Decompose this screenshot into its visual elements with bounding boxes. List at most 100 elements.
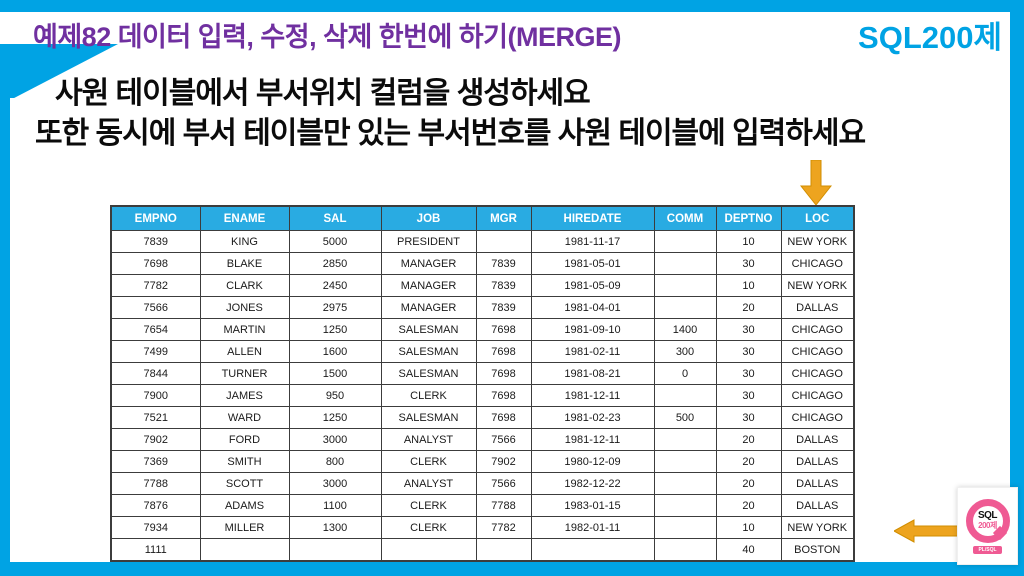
cell-deptno: 10 xyxy=(715,274,782,297)
cell-hiredate: 1981-09-10 xyxy=(530,318,655,341)
cell-empno: 7698 xyxy=(110,252,201,275)
cell-comm: 500 xyxy=(653,406,717,429)
cell-loc: NEW YORK xyxy=(780,516,855,539)
cell-loc: CHICAGO xyxy=(780,384,855,407)
cell-loc: NEW YORK xyxy=(780,274,855,297)
left-arrow-icon xyxy=(894,519,962,543)
cell-sal: 5000 xyxy=(288,230,382,253)
cell-sal: 1250 xyxy=(288,406,382,429)
brand-logo-text: SQL200제 xyxy=(858,20,1002,55)
cell-comm xyxy=(653,428,717,451)
cell-job: CLERK xyxy=(380,384,477,407)
cell-sal: 2450 xyxy=(288,274,382,297)
instruction-line-2: 또한 동시에 부서 테이블만 있는 부서번호를 사원 테이블에 입력하세요 xyxy=(35,117,866,150)
cell-hiredate: 1981-05-09 xyxy=(530,274,655,297)
cell-mgr: 7902 xyxy=(475,450,532,473)
cell-job xyxy=(380,538,477,562)
table-row: 7369 SMITH 800 CLERK 7902 1980-12-09 20 DALLAS xyxy=(110,450,855,473)
cell-comm xyxy=(653,538,717,562)
cell-hiredate: 1981-08-21 xyxy=(530,362,655,385)
cell-sal: 2975 xyxy=(288,296,382,319)
column-header-comm: COMM xyxy=(653,205,717,231)
cell-loc: DALLAS xyxy=(780,428,855,451)
cell-sal: 1250 xyxy=(288,318,382,341)
cell-comm xyxy=(653,274,717,297)
cell-ename: WARD xyxy=(199,406,290,429)
table-row: 7782 CLARK 2450 MANAGER 7839 1981-05-09 10 NEW … xyxy=(110,274,855,297)
table-row: 7876 ADAMS 1100 CLERK 7788 1983-01-15 20 DALLAS xyxy=(110,494,855,517)
cell-deptno: 30 xyxy=(715,362,782,385)
cell-job: SALESMAN xyxy=(380,362,477,385)
cell-job: CLERK xyxy=(380,450,477,473)
cell-sal: 950 xyxy=(288,384,382,407)
table-row: 7844 TURNER 1500 SALESMAN 7698 1981-08-21 0 30 C… xyxy=(110,362,855,385)
cell-mgr: 7566 xyxy=(475,472,532,495)
left-arrow-new-row-pointer xyxy=(894,519,962,543)
cell-mgr: 7698 xyxy=(475,384,532,407)
cell-deptno: 30 xyxy=(715,340,782,363)
cell-ename: BLAKE xyxy=(199,252,290,275)
cell-empno: 7499 xyxy=(110,340,201,363)
cell-ename: SMITH xyxy=(199,450,290,473)
cell-job: ANALYST xyxy=(380,472,477,495)
column-header-ename: ENAME xyxy=(199,205,290,231)
table-row: 7521 WARD 1250 SALESMAN 7698 1981-02-23 500 30 C… xyxy=(110,406,855,429)
down-arrow-icon xyxy=(800,160,832,206)
cell-ename: CLARK xyxy=(199,274,290,297)
table-row: 7698 BLAKE 2850 MANAGER 7839 1981-05-01 30 CHIC… xyxy=(110,252,855,275)
cell-sal xyxy=(288,538,382,562)
cell-sal: 3000 xyxy=(288,472,382,495)
cell-deptno: 10 xyxy=(715,230,782,253)
cell-mgr: 7782 xyxy=(475,516,532,539)
instruction-line-1: 사원 테이블에서 부서위치 컬럼을 생성하세요 xyxy=(55,77,591,110)
slide-title: 예제82 데이터 입력, 수정, 삭제 한번에 하기(MERGE) xyxy=(33,22,621,52)
cell-deptno: 30 xyxy=(715,384,782,407)
column-header-deptno: DEPTNO xyxy=(715,205,782,231)
cell-loc: CHICAGO xyxy=(780,362,855,385)
cell-sal: 3000 xyxy=(288,428,382,451)
cell-hiredate: 1981-05-01 xyxy=(530,252,655,275)
cell-empno: 1111 xyxy=(110,538,201,562)
column-header-loc: LOC xyxy=(780,205,855,231)
cell-sal: 1100 xyxy=(288,494,382,517)
cell-hiredate: 1982-01-11 xyxy=(530,516,655,539)
cell-job: MANAGER xyxy=(380,252,477,275)
column-header-job: JOB xyxy=(380,205,477,231)
cell-loc: CHICAGO xyxy=(780,406,855,429)
cell-job: PRESIDENT xyxy=(380,230,477,253)
column-header-empno: EMPNO xyxy=(110,205,201,231)
table-row: 7902 FORD 3000 ANALYST 7566 1981-12-11 20 DALLA… xyxy=(110,428,855,451)
cell-loc: CHICAGO xyxy=(780,340,855,363)
cell-empno: 7934 xyxy=(110,516,201,539)
cell-ename: MARTIN xyxy=(199,318,290,341)
cell-comm xyxy=(653,296,717,319)
cell-comm xyxy=(653,252,717,275)
cell-comm xyxy=(653,472,717,495)
cell-hiredate xyxy=(530,538,655,562)
cell-mgr: 7566 xyxy=(475,428,532,451)
cell-mgr: 7788 xyxy=(475,494,532,517)
cell-comm xyxy=(653,450,717,473)
cell-job: CLERK xyxy=(380,494,477,517)
cell-deptno: 30 xyxy=(715,406,782,429)
table-row: 7566 JONES 2975 MANAGER 7839 1981-04-01 20 DALL… xyxy=(110,296,855,319)
down-arrow-loc-pointer xyxy=(800,160,832,206)
cell-comm xyxy=(653,516,717,539)
cell-loc: DALLAS xyxy=(780,494,855,517)
cell-sal: 1600 xyxy=(288,340,382,363)
cell-comm xyxy=(653,230,717,253)
cell-hiredate: 1981-12-11 xyxy=(530,384,655,407)
cell-loc: DALLAS xyxy=(780,472,855,495)
cell-empno: 7654 xyxy=(110,318,201,341)
sql200-book-logo: SQL 200제 PL/SQL xyxy=(957,487,1018,565)
cell-empno: 7876 xyxy=(110,494,201,517)
cell-empno: 7788 xyxy=(110,472,201,495)
cell-ename: SCOTT xyxy=(199,472,290,495)
cell-empno: 7566 xyxy=(110,296,201,319)
cell-deptno: 30 xyxy=(715,252,782,275)
column-header-sal: SAL xyxy=(288,205,382,231)
cell-ename: FORD xyxy=(199,428,290,451)
cell-deptno: 10 xyxy=(715,516,782,539)
cell-job: SALESMAN xyxy=(380,318,477,341)
cell-deptno: 20 xyxy=(715,296,782,319)
